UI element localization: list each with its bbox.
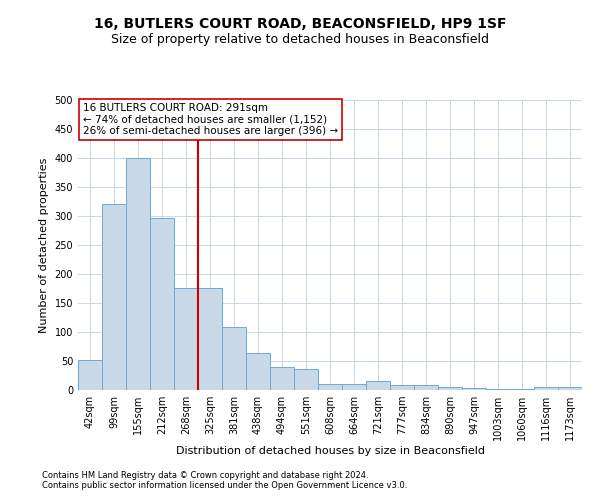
X-axis label: Distribution of detached houses by size in Beaconsfield: Distribution of detached houses by size … [176,446,485,456]
Bar [486,389,510,390]
Text: Contains public sector information licensed under the Open Government Licence v3: Contains public sector information licen… [42,481,407,490]
Y-axis label: Number of detached properties: Number of detached properties [39,158,49,332]
Bar [294,368,318,390]
Bar [270,367,294,390]
Bar [174,288,198,390]
Bar [246,353,270,390]
Bar [534,387,558,390]
Bar [222,328,246,390]
Bar [462,388,486,390]
Bar [438,386,462,390]
Bar [342,384,366,390]
Bar [198,288,222,390]
Bar [78,360,102,390]
Bar [558,387,582,390]
Bar [366,382,390,390]
Bar [318,384,342,390]
Bar [150,218,174,390]
Text: Size of property relative to detached houses in Beaconsfield: Size of property relative to detached ho… [111,32,489,46]
Text: 16, BUTLERS COURT ROAD, BEACONSFIELD, HP9 1SF: 16, BUTLERS COURT ROAD, BEACONSFIELD, HP… [94,18,506,32]
Bar [390,385,414,390]
Bar [102,204,126,390]
Text: 16 BUTLERS COURT ROAD: 291sqm
← 74% of detached houses are smaller (1,152)
26% o: 16 BUTLERS COURT ROAD: 291sqm ← 74% of d… [83,103,338,136]
Text: Contains HM Land Registry data © Crown copyright and database right 2024.: Contains HM Land Registry data © Crown c… [42,471,368,480]
Bar [126,158,150,390]
Bar [414,385,438,390]
